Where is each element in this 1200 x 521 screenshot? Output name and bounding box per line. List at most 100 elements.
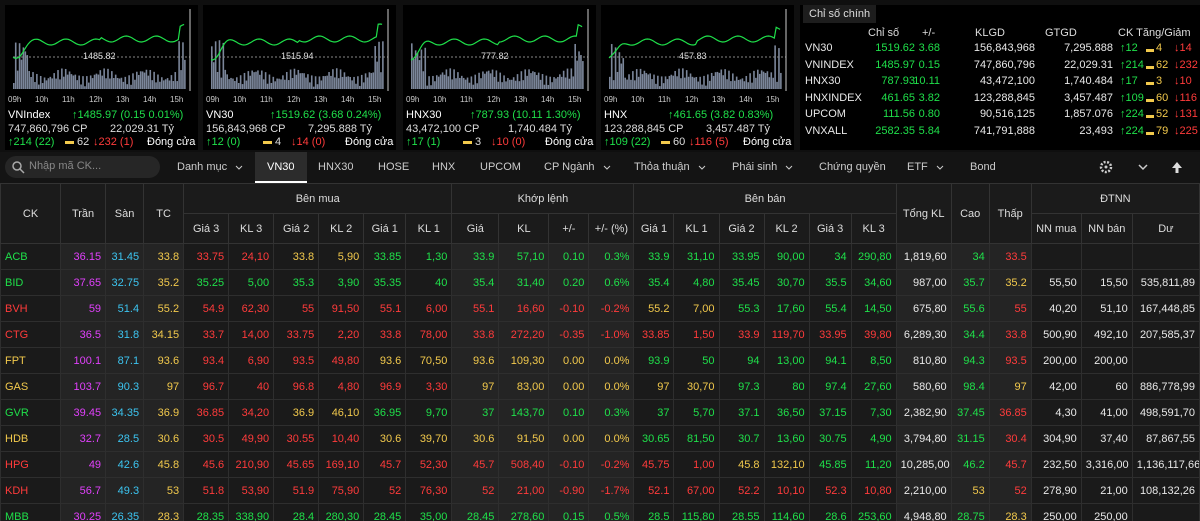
tab[interactable]: Thỏa thuận bbox=[634, 161, 690, 173]
volume-bar-decor bbox=[630, 79, 632, 89]
volume-bar-decor bbox=[310, 75, 313, 89]
volume-bar-decor bbox=[264, 72, 267, 89]
tab[interactable]: CP Ngành bbox=[544, 161, 595, 173]
tab[interactable]: Danh mục bbox=[177, 161, 228, 173]
cell: 5,70 bbox=[673, 399, 720, 426]
tab[interactable]: HOSE bbox=[378, 161, 410, 173]
menu-icon bbox=[1138, 164, 1148, 171]
volume-bar-decor bbox=[720, 69, 723, 89]
cell: 75,90 bbox=[318, 477, 365, 504]
subcolumn-header: +/- (%) bbox=[588, 213, 635, 244]
volume-bar-decor bbox=[370, 73, 373, 89]
cell: 0.3% bbox=[588, 243, 635, 270]
stock-row: GVR 39.45 34.35 36.9 36.85 34,20 36.9 46,10 36.9… bbox=[0, 399, 1200, 426]
volume-bar-decor bbox=[237, 83, 240, 89]
volume-bar-decor bbox=[730, 81, 732, 89]
cell: 232,50 bbox=[1030, 451, 1082, 478]
volume-bar-decor bbox=[633, 80, 636, 89]
icon bbox=[698, 165, 706, 170]
tab[interactable]: HNX30 bbox=[318, 161, 354, 173]
cell: 0.3% bbox=[588, 399, 635, 426]
cell: 109,30 bbox=[498, 347, 550, 374]
volume-bar-decor bbox=[235, 77, 238, 89]
volume-bar-decor bbox=[111, 71, 113, 89]
index-tab[interactable]: Chỉ số chính bbox=[803, 5, 877, 23]
dropdown-chevron bbox=[936, 165, 944, 170]
volume-bar-decor bbox=[578, 51, 580, 89]
volume-bar-decor bbox=[30, 77, 32, 89]
price-line-decor bbox=[608, 26, 781, 59]
cell: 36.9 bbox=[273, 399, 320, 426]
advances: ↑17 (1) bbox=[406, 136, 441, 148]
time-label: 09h bbox=[8, 95, 22, 104]
tab[interactable]: ETF bbox=[907, 161, 928, 173]
tab[interactable]: Chứng quyền bbox=[819, 161, 886, 173]
index-cell: VNXALL bbox=[805, 124, 848, 137]
tab[interactable]: Bond bbox=[970, 161, 996, 173]
index-cell: 52 bbox=[1156, 108, 1169, 120]
volume-bar-decor bbox=[174, 72, 177, 89]
volume-bar-decor bbox=[560, 76, 563, 89]
volume-bar-decor bbox=[574, 43, 576, 89]
volume-bar-decor bbox=[476, 83, 478, 89]
stock-row: BID 37.65 32.75 35.2 35.25 5,00 35.3 3,90 35.35 4… bbox=[0, 269, 1200, 296]
cell: 6,289,30 bbox=[895, 321, 952, 348]
volume-bar-decor bbox=[220, 77, 223, 89]
volume-bar-decor bbox=[211, 46, 213, 89]
board-body: ACB 36.15 31.45 33.8 33.75 24,10 33.8 5,90 33.85… bbox=[0, 243, 1200, 521]
cell: 39,70 bbox=[405, 425, 453, 452]
subcolumn-header: KL bbox=[498, 213, 550, 244]
column-header: Cao bbox=[950, 183, 990, 244]
volume-bar-decor bbox=[128, 75, 130, 89]
index-cell: 1,857.076 bbox=[1064, 108, 1113, 120]
volume-bar-decor bbox=[103, 68, 105, 89]
cell: 37 bbox=[633, 399, 675, 426]
volume-bar-decor bbox=[162, 80, 165, 89]
cell: 35.35 bbox=[363, 269, 407, 296]
index-cell: ↓225 bbox=[1174, 124, 1198, 137]
flat-icon bbox=[463, 141, 472, 144]
search-box[interactable]: Nhập mã CK... bbox=[5, 156, 160, 178]
volume-bar-decor bbox=[70, 74, 73, 89]
tab[interactable]: HNX bbox=[432, 161, 456, 173]
cell: 97.4 bbox=[808, 373, 852, 400]
cell: 41,00 bbox=[1080, 399, 1133, 426]
volume-bar-decor bbox=[460, 75, 463, 89]
tab[interactable]: UPCOM bbox=[480, 161, 521, 173]
volume-bar-decor bbox=[337, 78, 340, 89]
cell: 17,60 bbox=[763, 295, 810, 322]
tab[interactable]: Phái sinh bbox=[732, 161, 778, 173]
volume-bar-decor bbox=[724, 69, 726, 89]
stock-row: KDH 56.7 49.3 53 51.8 53,90 51.9 75,90 52 76,30 52… bbox=[0, 477, 1200, 504]
time-label: 13h bbox=[514, 95, 528, 104]
volume-bar-decor bbox=[216, 72, 219, 89]
cell: 97 bbox=[451, 373, 500, 400]
volume-bar-decor bbox=[151, 80, 153, 89]
volume-bar-decor bbox=[101, 75, 104, 89]
time-label: 11h bbox=[260, 95, 273, 104]
cell: 55.6 bbox=[950, 295, 990, 322]
cell: 30.75 bbox=[808, 425, 852, 452]
volume-bar-decor bbox=[136, 71, 138, 89]
volume-bar-decor bbox=[257, 70, 259, 89]
cell: 55.2 bbox=[633, 295, 675, 322]
cell: 93.6 bbox=[451, 347, 500, 374]
volume-bar-decor bbox=[276, 78, 278, 89]
index-cell: ↓116 bbox=[1174, 91, 1198, 104]
ticker: BVH bbox=[0, 295, 62, 322]
volume-bar-decor bbox=[455, 78, 457, 89]
cell: 45.6 bbox=[183, 451, 230, 478]
volume-bar-decor bbox=[316, 84, 319, 89]
volume-bar-decor bbox=[285, 71, 288, 89]
board-header: CK Trần Sàn TC Bên mua Khớp lệnh Bên bán Tổng K… bbox=[0, 183, 1200, 244]
volume-bar-decor bbox=[732, 73, 734, 89]
tab[interactable]: VN30 bbox=[255, 152, 307, 183]
cell: 169,10 bbox=[318, 451, 365, 478]
cell: 31.8 bbox=[105, 321, 145, 348]
volume-bar-decor bbox=[89, 75, 92, 89]
index-cell: VN30 bbox=[805, 42, 833, 54]
index-cell: 43,472,100 bbox=[979, 75, 1035, 87]
volume-bar-decor bbox=[776, 81, 778, 89]
volume-bar-decor bbox=[549, 76, 551, 89]
flat-icon bbox=[1146, 65, 1154, 69]
